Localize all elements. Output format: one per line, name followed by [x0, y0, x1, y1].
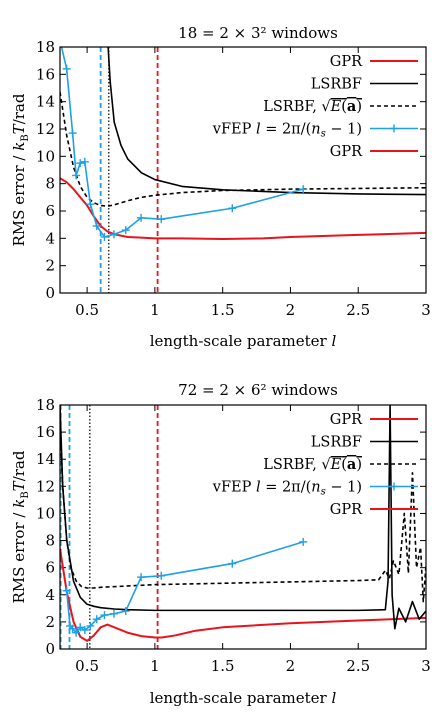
- y-tick-label: 12: [36, 120, 55, 138]
- y-tick-label: 18: [36, 38, 55, 56]
- y-axis-label: RMS error / kBT/rad: [10, 93, 31, 246]
- x-tick-label: 0.5: [75, 657, 99, 675]
- chart-title: 72 = 2 × 6² windows: [178, 381, 338, 399]
- y-tick-label: 14: [36, 93, 55, 111]
- y-tick-label: 4: [45, 229, 55, 247]
- y-tick-label: 18: [36, 396, 55, 414]
- x-tick-label: 2.5: [346, 301, 370, 319]
- y-tick-label: 0: [45, 284, 55, 302]
- legend-label: LSRBF: [311, 435, 362, 451]
- legend-label: GPR: [330, 412, 363, 428]
- x-tick-label: 1: [150, 301, 160, 319]
- legend-label: GPR: [330, 502, 363, 518]
- series-line-gpr-0: [60, 548, 426, 642]
- legend-label: LSRBF, √E(a): [263, 98, 362, 115]
- y-tick-label: 10: [36, 147, 55, 165]
- legend-label: GPR: [330, 54, 363, 70]
- x-tick-label: 1.5: [211, 657, 235, 675]
- data-point-marker: [121, 226, 130, 235]
- x-axis-label: length-scale parameter l: [150, 689, 337, 707]
- y-tick-label: 16: [36, 423, 55, 441]
- data-point-marker: [86, 621, 95, 630]
- legend-label: vFEP l = 2π/(ns − 1): [212, 122, 362, 140]
- series-line-lsrbf-e-a-2: [60, 91, 426, 208]
- y-tick-label: 6: [45, 559, 55, 577]
- y-tick-label: 8: [45, 175, 55, 193]
- data-point-marker: [80, 626, 89, 635]
- data-point-marker: [299, 537, 308, 546]
- data-point-marker: [76, 159, 85, 168]
- data-point-marker: [92, 615, 101, 624]
- data-point-marker: [56, 36, 64, 44]
- series-line-lsrbf-1: [107, 47, 426, 196]
- legend-label: LSRBF: [311, 77, 362, 93]
- data-point-marker: [80, 157, 89, 166]
- data-point-marker: [68, 624, 77, 633]
- data-point-marker: [228, 204, 237, 213]
- x-tick-label: 1: [150, 657, 160, 675]
- data-point-marker: [137, 213, 146, 222]
- series-line-gpr-0: [60, 177, 426, 241]
- data-point-marker: [121, 607, 130, 616]
- data-point-marker: [100, 232, 109, 241]
- y-tick-label: 2: [45, 613, 55, 631]
- chart-panel-bottom: 72 = 2 × 6² windows 0 2 4 6 8 10 12 14 16 18 0.5 1 1.…: [10, 381, 431, 707]
- legend-label: GPR: [330, 144, 363, 160]
- x-tick-label: 1.5: [211, 301, 235, 319]
- y-tick-label: 10: [36, 504, 55, 522]
- data-point-marker: [157, 215, 166, 224]
- x-tick-label: 2: [286, 657, 296, 675]
- data-point-marker: [68, 129, 77, 138]
- data-point-marker: [100, 611, 109, 620]
- x-axis-label: length-scale parameter l: [150, 332, 337, 350]
- data-point-marker: [157, 571, 166, 580]
- data-point-marker: [228, 559, 237, 568]
- data-point-marker: [109, 230, 118, 239]
- chart-title: 18 = 2 × 3² windows: [178, 24, 338, 42]
- plot-frame: [59, 46, 427, 294]
- x-tick-label: 2: [286, 301, 296, 319]
- x-tick-label: 2.5: [346, 657, 370, 675]
- legend: GPR LSRBF LSRBF, √E(a) vFEP l = 2π/(ns − 1)…: [212, 54, 418, 160]
- data-point-marker: [72, 628, 81, 637]
- legend-label: vFEP l = 2π/(ns − 1): [212, 480, 362, 498]
- x-tick-label: 3: [421, 301, 431, 319]
- x-tick-label: 3: [421, 657, 431, 675]
- y-tick-label: 2: [45, 257, 55, 275]
- data-point-marker: [109, 609, 118, 618]
- series-line-lsrbf-1: [60, 405, 426, 630]
- x-tick-label: 0.5: [75, 301, 99, 319]
- y-tick-label: 0: [45, 640, 55, 658]
- data-point-marker: [299, 185, 308, 194]
- chart-panel-top: 18 = 2 × 3² windows 0 2 4 6 8 10 12 14 16 18 0.5 1 1.…: [10, 24, 431, 350]
- legend: GPR LSRBF LSRBF, √E(a) vFEP l = 2π/(ns − 1)…: [212, 412, 418, 518]
- y-axis-label: RMS error / kBT/rad: [10, 450, 31, 603]
- y-tick-label: 14: [36, 450, 55, 468]
- y-tick-label: 4: [45, 586, 55, 604]
- data-point-marker: [62, 64, 71, 73]
- series-line-vfep-l-2-n-s-1-3: [60, 47, 304, 238]
- data-point-marker: [137, 573, 146, 582]
- data-point-marker: [86, 200, 95, 209]
- plot-frame: [59, 404, 427, 650]
- y-tick-label: 16: [36, 65, 55, 83]
- data-point-marker: [62, 586, 71, 595]
- legend-label: LSRBF, √E(a): [263, 456, 362, 473]
- data-point-marker: [72, 171, 81, 180]
- y-tick-label: 12: [36, 477, 55, 495]
- data-point-marker: [76, 623, 85, 632]
- y-tick-label: 8: [45, 532, 55, 550]
- series-line-lsrbf-e-a-2: [60, 418, 426, 603]
- data-point-marker: [92, 222, 101, 231]
- y-tick-label: 6: [45, 202, 55, 220]
